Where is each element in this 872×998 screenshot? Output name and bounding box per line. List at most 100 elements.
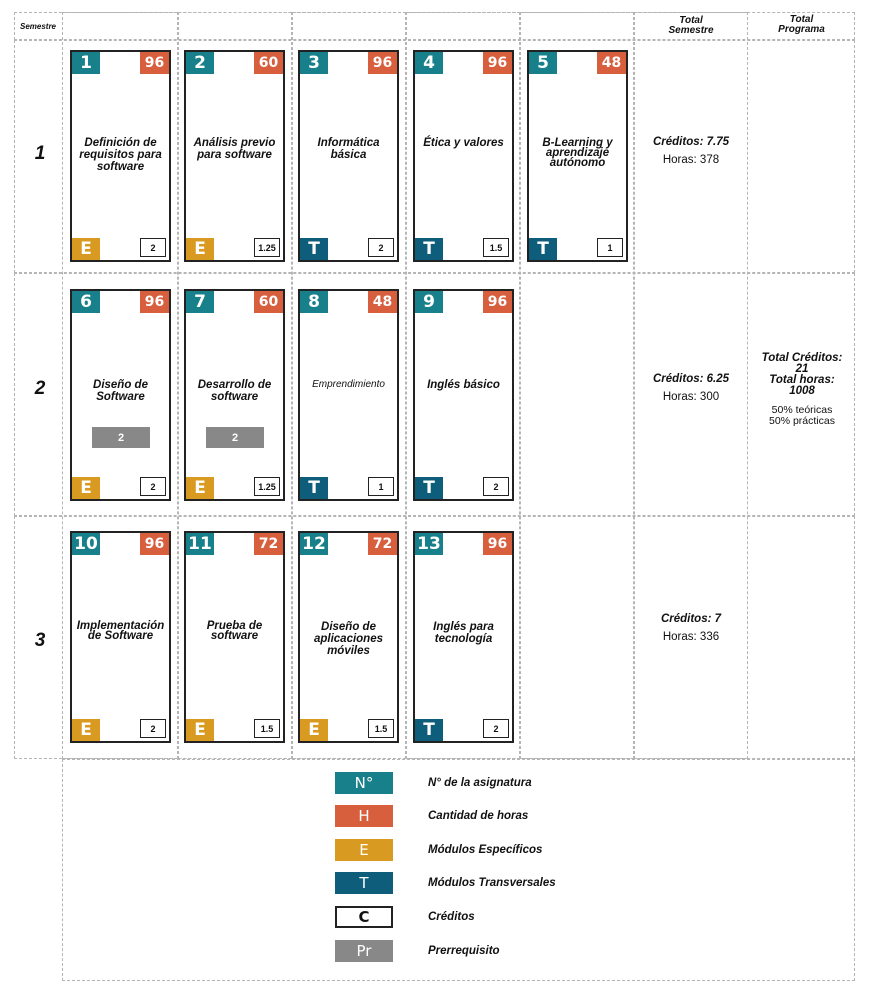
program-hours-label: Total horas: bbox=[769, 374, 835, 386]
semester-number: 2 bbox=[34, 378, 46, 399]
course-credits: 2 bbox=[140, 238, 166, 257]
course-title: Ética y valores bbox=[415, 137, 512, 149]
course-title: Inglés básico bbox=[415, 379, 512, 391]
title-line: Definición de bbox=[84, 137, 157, 149]
program-practice: 50% prácticas bbox=[769, 415, 835, 427]
course-number: 10 bbox=[72, 533, 100, 555]
course-number: 1 bbox=[72, 52, 100, 74]
course-card[interactable]: 10 96 Implementación de Software E 2 bbox=[70, 531, 171, 743]
course-hours: 96 bbox=[140, 52, 169, 74]
title-line: Emprendimiento bbox=[312, 379, 385, 390]
course-module: T bbox=[415, 719, 443, 741]
title-line: Inglés para bbox=[433, 621, 494, 633]
course-number: 6 bbox=[72, 291, 100, 313]
semester-total: Créditos: 7.75 Horas: 378 bbox=[634, 136, 748, 166]
course-card[interactable]: 12 72 Diseño de aplicaciones móviles E 1… bbox=[298, 531, 399, 743]
legend-label: Módulos Transversales bbox=[428, 877, 556, 889]
course-title: Desarrollo de software bbox=[186, 379, 283, 403]
title-line: B-Learning y bbox=[542, 137, 613, 149]
course-card[interactable]: 2 60 Análisis previo para software E 1.2… bbox=[184, 50, 285, 262]
course-hours: 96 bbox=[483, 52, 512, 74]
title-line: móviles bbox=[327, 645, 370, 657]
semester-row-2 bbox=[14, 273, 855, 516]
semester-number: 3 bbox=[34, 630, 46, 651]
course-number: 7 bbox=[186, 291, 214, 313]
course-number: 2 bbox=[186, 52, 214, 74]
course-module: E bbox=[72, 477, 100, 499]
title-line: básica bbox=[330, 149, 367, 161]
course-card[interactable]: 5 48 B-Learning y aprendizaje autónomo T… bbox=[527, 50, 628, 262]
title-line: de Software bbox=[87, 630, 154, 642]
total-hours: Horas: 300 bbox=[662, 391, 720, 403]
col-divider bbox=[634, 12, 748, 759]
course-card[interactable]: 8 48 Emprendimiento T 1 bbox=[298, 289, 399, 501]
title-line: aplicaciones bbox=[313, 633, 384, 645]
course-hours: 96 bbox=[368, 52, 397, 74]
course-card[interactable]: 1 96 Definición de requisitos para softw… bbox=[70, 50, 171, 262]
legend-label: Prerrequisito bbox=[428, 945, 500, 957]
course-credits: 2 bbox=[483, 719, 509, 738]
course-card[interactable]: 9 96 Inglés básico T 2 bbox=[413, 289, 514, 501]
title-line: Diseño de bbox=[321, 621, 376, 633]
header-line: Total bbox=[679, 15, 703, 26]
course-card[interactable]: 4 96 Ética y valores T 1.5 bbox=[413, 50, 514, 262]
course-number: 9 bbox=[415, 291, 443, 313]
course-credits: 2 bbox=[483, 477, 509, 496]
total-credits: Créditos: 7.75 bbox=[652, 136, 730, 148]
title-line: Prueba de bbox=[206, 620, 263, 632]
legend-swatch-specific: E bbox=[335, 839, 393, 861]
course-credits: 2 bbox=[140, 719, 166, 738]
col-divider bbox=[62, 12, 178, 759]
course-credits: 1 bbox=[597, 238, 623, 257]
course-hours: 96 bbox=[483, 291, 512, 313]
course-hours: 72 bbox=[254, 533, 283, 555]
semester-total: Créditos: 6.25 Horas: 300 bbox=[634, 373, 748, 403]
course-card[interactable]: 13 96 Inglés para tecnología T 2 bbox=[413, 531, 514, 743]
semester-total: Créditos: 7 Horas: 336 bbox=[634, 613, 748, 643]
program-credits-label: Total Créditos: bbox=[761, 352, 843, 364]
title-line: Inglés básico bbox=[427, 379, 500, 391]
legend-swatch-prereq: Pr bbox=[335, 940, 393, 962]
course-credits: 2 bbox=[140, 477, 166, 496]
legend-swatch-credits: C bbox=[335, 906, 393, 928]
legend-swatch-number: N° bbox=[335, 772, 393, 794]
course-card[interactable]: 6 96 Diseño de Software 2 E 2 bbox=[70, 289, 171, 501]
course-hours: 48 bbox=[597, 52, 626, 74]
course-hours: 60 bbox=[254, 291, 283, 313]
course-credits: 1.5 bbox=[254, 719, 280, 738]
prerequisite-badge: 2 bbox=[92, 427, 150, 448]
title-line: aprendizaje bbox=[545, 147, 610, 159]
course-module: E bbox=[72, 238, 100, 260]
course-module: T bbox=[529, 238, 557, 260]
course-credits: 2 bbox=[368, 238, 394, 257]
course-title: Diseño de aplicaciones móviles bbox=[300, 621, 397, 657]
program-hours-value: 1008 bbox=[789, 385, 815, 397]
legend-label: N° de la asignatura bbox=[428, 777, 532, 789]
course-card[interactable]: 3 96 Informática básica T 2 bbox=[298, 50, 399, 262]
title-line: Análisis previo bbox=[193, 137, 276, 149]
semestre-header: Semestre bbox=[19, 22, 57, 31]
header-line: Programa bbox=[778, 24, 825, 35]
course-number: 3 bbox=[300, 52, 328, 74]
course-module: T bbox=[300, 477, 328, 499]
title-line: Implementación bbox=[76, 620, 165, 632]
title-line: requisitos para bbox=[79, 149, 162, 161]
title-line: tecnología bbox=[434, 633, 493, 645]
col-divider bbox=[292, 12, 406, 759]
course-credits: 1.25 bbox=[254, 477, 280, 496]
course-card[interactable]: 7 60 Desarrollo de software 2 E 1.25 bbox=[184, 289, 285, 501]
course-number: 12 bbox=[300, 533, 328, 555]
semester-row-1 bbox=[14, 40, 855, 273]
legend-label: Módulos Específicos bbox=[428, 844, 543, 856]
course-number: 8 bbox=[300, 291, 328, 313]
course-title: B-Learning y aprendizaje autónomo bbox=[529, 137, 626, 169]
course-card[interactable]: 11 72 Prueba de software E 1.5 bbox=[184, 531, 285, 743]
course-module: E bbox=[300, 719, 328, 741]
title-line: Informática bbox=[317, 137, 380, 149]
legend-swatch-hours: H bbox=[335, 805, 393, 827]
course-title: Implementación de Software bbox=[72, 620, 169, 642]
program-total: Total Créditos: 21 Total horas: 1008 50%… bbox=[750, 352, 854, 427]
course-number: 11 bbox=[186, 533, 214, 555]
course-module: E bbox=[186, 238, 214, 260]
program-theory: 50% teóricas bbox=[771, 404, 833, 416]
